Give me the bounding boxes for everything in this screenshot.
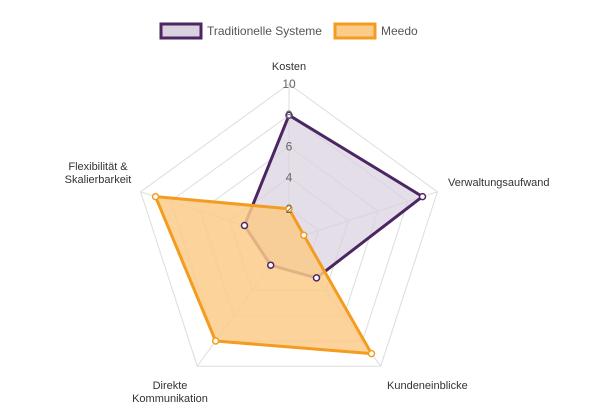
axis-label-1: Verwaltungsaufwand [448, 177, 550, 189]
legend-label-traditional: Traditionelle Systeme [207, 24, 322, 38]
series-area-1 [154, 195, 373, 356]
grid-ring-10 [140, 83, 438, 367]
series-0-point-2[interactable] [312, 274, 321, 282]
legend-swatch-meedo [333, 22, 377, 40]
axis-label-2: Kundeneinblicke [387, 380, 468, 392]
series-0-point-3[interactable] [266, 261, 275, 269]
series-1-point-1[interactable] [300, 231, 308, 239]
series-0-point-1[interactable] [418, 192, 427, 201]
axis-label-3-line-0: Direkte [153, 380, 188, 392]
legend: Traditionelle Systeme Meedo [159, 22, 418, 40]
axis-label-3-line-1: Kommunikation [132, 393, 208, 405]
legend-swatch-traditional [159, 22, 203, 40]
series-0-point-4[interactable] [240, 221, 249, 230]
radial-ticks: 2 4 6 8 10 [282, 77, 296, 216]
axis-label-4-line-0: Flexibilität & [68, 161, 128, 173]
series-1-point-2[interactable] [367, 349, 376, 358]
series-1-point-0[interactable] [285, 205, 293, 213]
series-1-point-3[interactable] [211, 337, 220, 345]
axis-label-0: Kosten [272, 61, 306, 73]
tick-label-4: 4 [286, 171, 293, 185]
tick-label-2: 2 [286, 202, 293, 216]
axis-labels: Kosten Verwaltungsaufwand Kundeneinblicke D… [65, 61, 550, 405]
series-1-point-4[interactable] [151, 192, 160, 201]
legend-label-meedo: Meedo [381, 24, 418, 38]
series-0-point-0[interactable] [285, 111, 293, 119]
axis-label-4-line-1: Skalierbarkeit [65, 174, 132, 186]
radar-series [151, 111, 427, 358]
legend-item-traditional[interactable]: Traditionelle Systeme [159, 22, 322, 40]
tick-label-10: 10 [282, 77, 296, 91]
legend-item-meedo[interactable]: Meedo [333, 22, 418, 40]
tick-label-6: 6 [286, 139, 293, 153]
tick-label-8: 8 [286, 108, 293, 122]
